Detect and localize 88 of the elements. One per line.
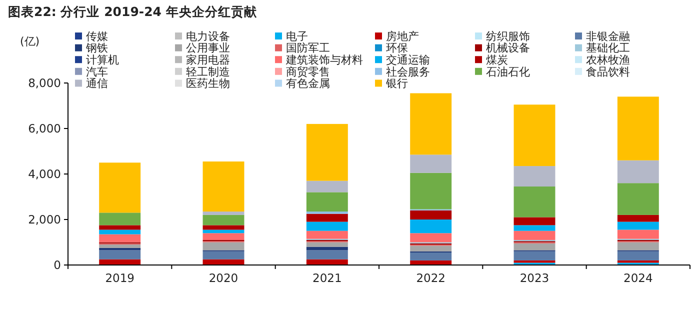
- legend-label: 农林牧渔: [586, 53, 630, 66]
- x-tick-label: 2022: [416, 271, 446, 285]
- bar: [202, 230, 244, 234]
- legend-label: 非银金融: [586, 30, 630, 43]
- legend-label: 公用事业: [186, 42, 230, 55]
- x-tick-label: 2019: [105, 271, 134, 285]
- bar: [617, 222, 659, 230]
- bar: [99, 212, 141, 226]
- legend-label: 环保: [386, 42, 408, 55]
- legend-label: 电力设备: [186, 30, 230, 43]
- bar: [410, 210, 452, 220]
- legend-label: 石油石化: [486, 65, 530, 78]
- bar: [514, 243, 556, 250]
- bar: [306, 214, 348, 222]
- legend-label: 社会服务: [386, 65, 430, 78]
- y-axis-title: (亿): [20, 35, 40, 48]
- x-tick-label: 2023: [520, 271, 550, 285]
- bar: [99, 250, 141, 260]
- bar: [99, 234, 141, 242]
- legend-label: 食品饮料: [586, 65, 630, 78]
- bar: [617, 214, 659, 222]
- bar: [617, 230, 659, 239]
- bar: [99, 244, 141, 248]
- y-tick-label: 2,000: [28, 212, 61, 227]
- bar: [410, 220, 452, 234]
- bar: [306, 242, 348, 247]
- legend-label: 轻工制造: [186, 65, 230, 78]
- legend-label: 纺织服饰: [486, 30, 530, 43]
- bar: [410, 246, 452, 252]
- x-tick-label: 2020: [208, 271, 238, 285]
- bar: [99, 162, 141, 213]
- x-tick-label: 2024: [624, 271, 653, 285]
- bar: [617, 96, 659, 160]
- legend-label: 房地产: [386, 30, 419, 43]
- bar: [306, 230, 348, 239]
- legend-label: 钢铁: [85, 42, 108, 55]
- bar: [617, 183, 659, 215]
- legend-label: 机械设备: [486, 42, 530, 55]
- legend-label: 电子: [286, 30, 308, 43]
- bar: [202, 242, 244, 250]
- bar: [202, 233, 244, 240]
- bar: [410, 93, 452, 155]
- bar: [617, 242, 659, 250]
- bar: [514, 217, 556, 226]
- y-tick-label: 6,000: [28, 122, 61, 136]
- bar: [410, 233, 452, 242]
- bar: [514, 230, 556, 240]
- legend-label: 建筑装饰与材料: [285, 53, 363, 66]
- legend-label: 通信: [86, 77, 108, 90]
- legend-label: 有色金属: [286, 77, 330, 90]
- bar: [202, 251, 244, 260]
- bar: [514, 251, 556, 260]
- bar: [514, 104, 556, 166]
- bar: [410, 154, 452, 173]
- legend-label: 银行: [385, 77, 408, 90]
- bar: [202, 225, 244, 230]
- bar: [617, 160, 659, 184]
- legend-label: 汽车: [86, 65, 108, 78]
- legend-label: 家用电器: [186, 53, 230, 66]
- bar: [410, 172, 452, 210]
- bar: [99, 225, 141, 230]
- bar: [202, 212, 244, 215]
- bar: [306, 124, 348, 181]
- legend-label: 商贸零售: [286, 65, 330, 78]
- bar: [514, 225, 556, 231]
- legend-label: 国防军工: [286, 42, 330, 55]
- bar: [99, 230, 141, 234]
- legend-label: 医药生物: [186, 77, 230, 90]
- chart-title: 图表22: 分行业 2019-24 年央企分红贡献: [8, 4, 258, 19]
- y-tick-label: 0: [54, 258, 61, 272]
- legend-label: 交通运输: [386, 53, 430, 66]
- legend-label: 基础化工: [586, 42, 630, 55]
- y-tick-label: 4,000: [28, 167, 61, 182]
- legend-label: 计算机: [86, 53, 119, 66]
- bar: [514, 166, 556, 187]
- bar: [410, 252, 452, 260]
- legend-label: 煤炭: [486, 53, 508, 66]
- bar: [306, 192, 348, 212]
- bar: [306, 250, 348, 260]
- legend-label: 传媒: [86, 30, 108, 43]
- bar: [202, 214, 244, 226]
- y-tick-label: 8,000: [28, 76, 61, 90]
- bar: [202, 161, 244, 212]
- bar: [306, 180, 348, 192]
- x-tick-label: 2021: [312, 271, 342, 285]
- bar: [514, 186, 556, 218]
- bar: [617, 251, 659, 260]
- bar: [306, 222, 348, 231]
